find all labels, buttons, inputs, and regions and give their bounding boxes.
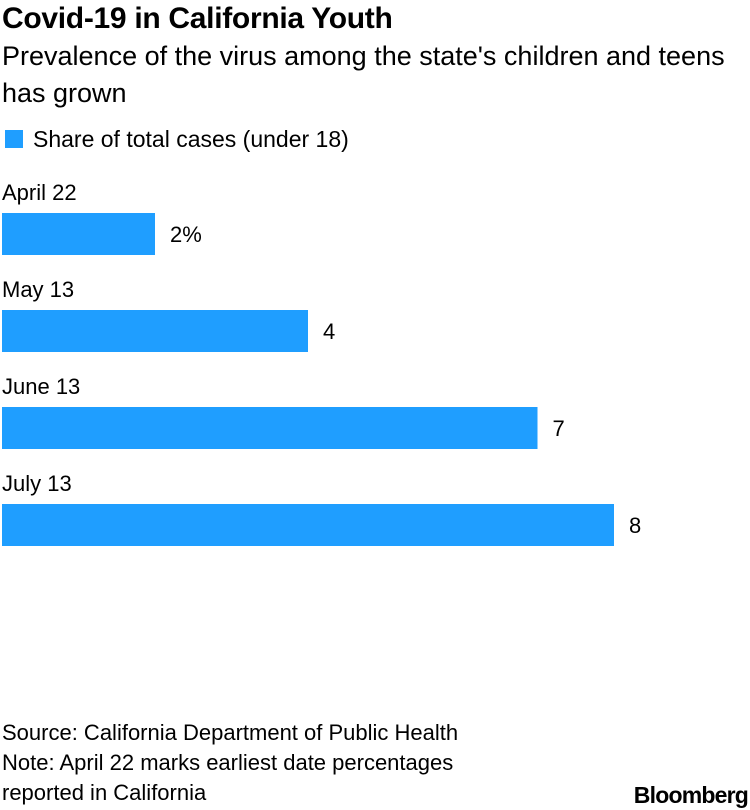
bar-chart: April 22 2% May 13 4 June 13 7 July 13 8 [2,180,641,546]
legend: Share of total cases (under 18) [5,124,349,154]
legend-label: Share of total cases (under 18) [33,126,349,152]
note-line-1: Note: April 22 marks earliest date perce… [2,750,454,775]
note-line-2: reported in California [2,780,207,805]
category-label: July 13 [2,471,72,496]
value-label: 8 [629,513,641,538]
value-label: 7 [553,416,565,441]
bar [2,504,614,546]
chart-subtitle: Prevalence of the virus among the state'… [2,41,725,108]
bar [2,407,538,449]
footer: Source: California Department of Public … [2,718,458,808]
category-label: May 13 [2,277,74,302]
legend-swatch [5,130,23,148]
chart-title: Covid-19 in California Youth [2,2,393,35]
bar [2,213,155,255]
bloomberg-logo: Bloomberg [633,782,749,808]
source-note: Source: California Department of Public … [2,720,459,745]
category-label: April 22 [2,180,77,205]
category-label: June 13 [2,374,80,399]
value-label: 2% [170,222,202,247]
bar [2,310,308,352]
value-label: 4 [323,319,335,344]
